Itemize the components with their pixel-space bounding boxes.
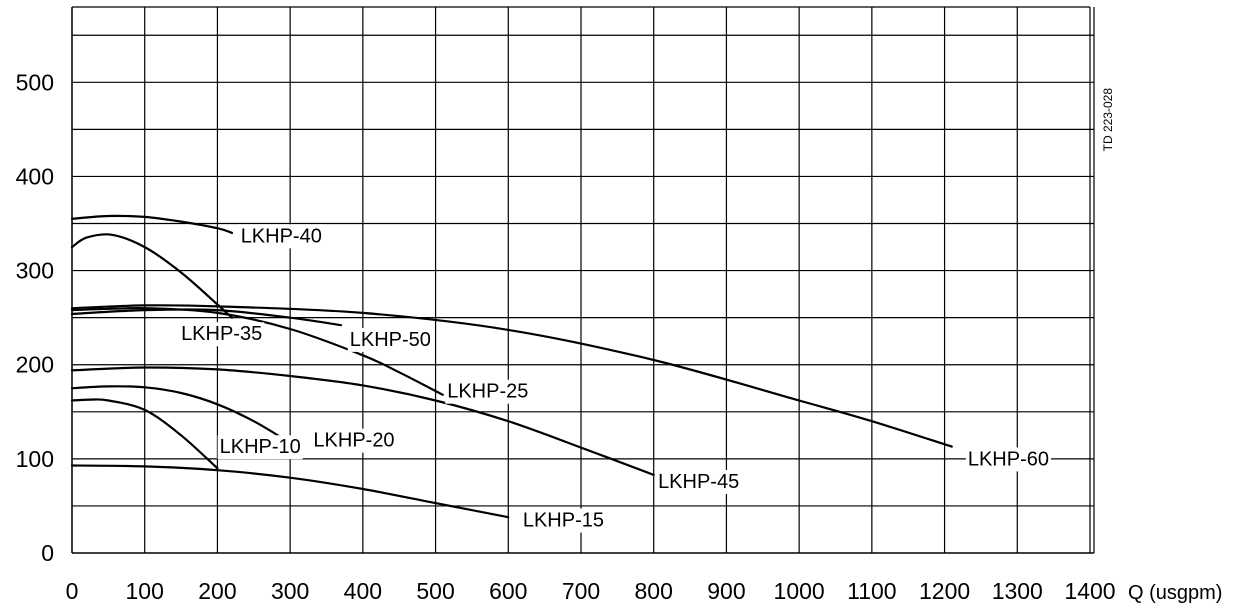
- series-label-bg: [238, 224, 324, 249]
- series-label-bg: [217, 435, 303, 460]
- series-label-lkhp-25: LKHP-25: [447, 381, 528, 403]
- x-tick-label: 0: [66, 578, 79, 604]
- x-tick-label: 600: [489, 578, 527, 604]
- x-tick-label: 1400: [1064, 578, 1115, 604]
- x-tick-label: 300: [271, 578, 309, 604]
- y-tick-label: 0: [41, 540, 54, 566]
- y-tick-label: 100: [16, 446, 54, 472]
- series-curve-lkhp-20: [70, 385, 292, 444]
- label-layer: LKHP-40 LKHP-35 LKHP-50 LKHP-25 LKHP-60 LKHP-…: [179, 224, 1051, 533]
- axis-layer: 0 100 200 300 400 500 600 700 800 900 1000 1100 1200…: [16, 7, 1116, 604]
- series-label-lkhp-50: LKHP-50: [350, 329, 431, 351]
- series-curve-lkhp-40: [70, 214, 234, 234]
- x-unit-label: Q (usgpm): [1128, 582, 1222, 604]
- x-tick-label: 1000: [774, 578, 825, 604]
- x-tick-label: 800: [635, 578, 673, 604]
- series-curve-lkhp-15: [70, 464, 510, 519]
- series-label-bg: [965, 447, 1051, 472]
- x-tick-label: 200: [198, 578, 236, 604]
- series-curve-lkhp-45: [70, 366, 655, 476]
- x-tick-label: 1100: [847, 578, 896, 604]
- series-label-lkhp-40: LKHP-40: [241, 225, 322, 247]
- x-tick-label: 1300: [992, 578, 1043, 604]
- series-label-bg: [347, 327, 433, 352]
- series-label-bg: [656, 470, 742, 495]
- series-label-bg: [520, 508, 606, 533]
- x-tick-label: 500: [416, 578, 454, 604]
- series-label-lkhp-35: LKHP-35: [181, 323, 262, 345]
- series-label-bg: [445, 379, 531, 404]
- series-curve-lkhp-35: [70, 233, 234, 319]
- y-tick-label: 200: [16, 352, 54, 378]
- x-tick-label: 1200: [919, 578, 970, 604]
- series-label-lkhp-10: LKHP-10: [220, 436, 301, 458]
- x-tick-label: 700: [562, 578, 600, 604]
- series-label-lkhp-45: LKHP-45: [658, 471, 739, 493]
- series-curve-lkhp-50: [70, 308, 343, 327]
- y-tick-label: 500: [16, 69, 54, 95]
- series-label-bg: [311, 428, 397, 453]
- y-tick-label: 300: [16, 258, 54, 284]
- x-tick-label: 400: [344, 578, 382, 604]
- x-tick-label: 100: [126, 578, 164, 604]
- series-curve-lkhp-60: [70, 304, 953, 448]
- series-label-lkhp-20: LKHP-20: [313, 430, 394, 452]
- series-label-lkhp-15: LKHP-15: [523, 510, 604, 532]
- series-curve-lkhp-10: [70, 398, 219, 470]
- series-layer: [70, 214, 953, 519]
- y-tick-label: 400: [16, 163, 54, 189]
- vertical-annotation: TD 223-028: [1101, 88, 1115, 152]
- series-label-lkhp-60: LKHP-60: [968, 448, 1049, 470]
- series-curve-lkhp-25: [70, 307, 444, 396]
- x-tick-label: 900: [707, 578, 745, 604]
- series-label-bg: [179, 322, 265, 347]
